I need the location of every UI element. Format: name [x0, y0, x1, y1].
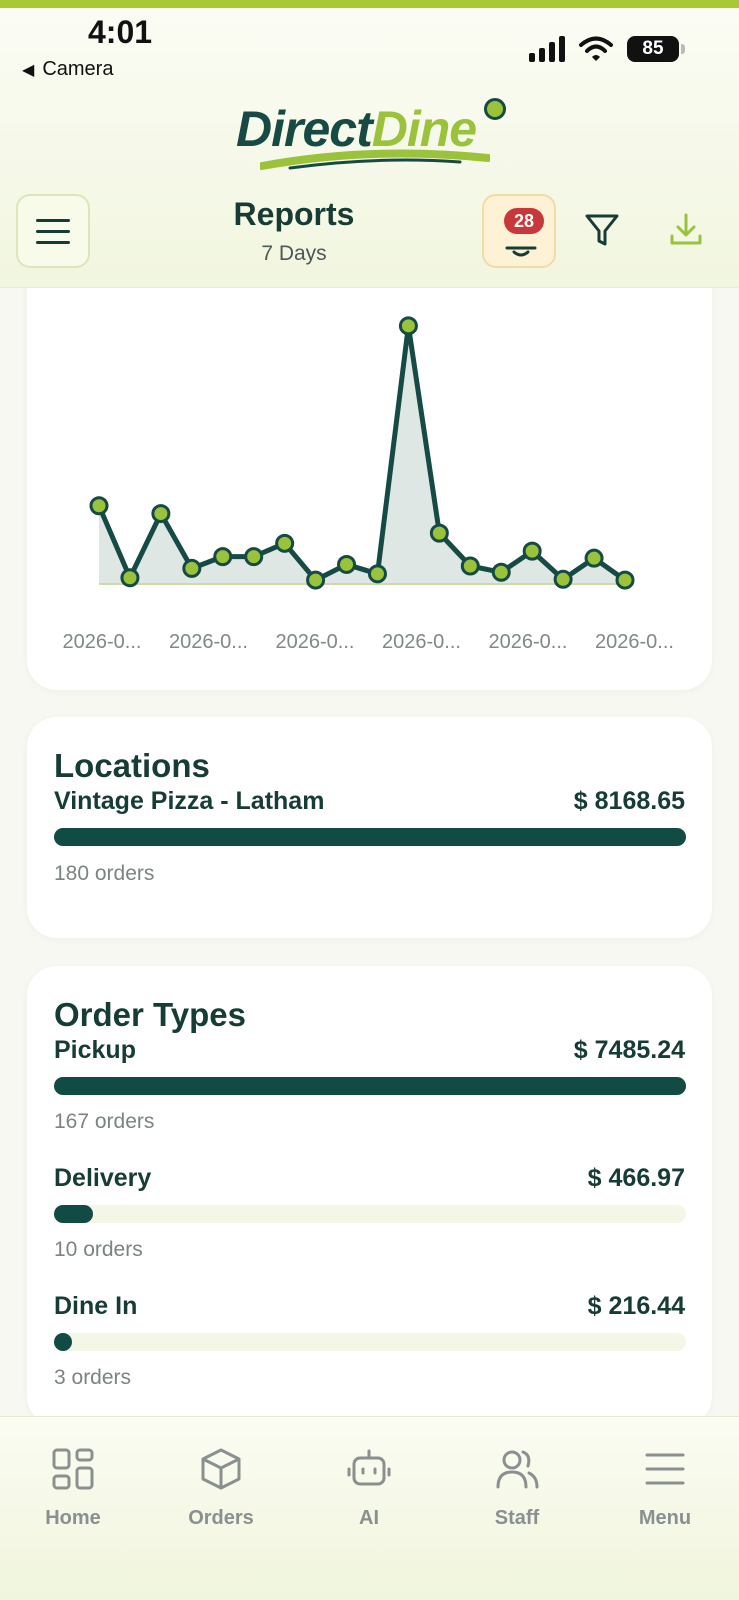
order-type-pickup-orders: 167 orders	[54, 1110, 155, 1133]
tab-menu-label: Menu	[638, 1507, 692, 1529]
location-amount: $ 8168.65	[573, 787, 685, 815]
x-tick-label: 2026-0...	[489, 631, 568, 653]
logo-swoosh	[260, 149, 490, 170]
x-tick-label: 2026-0...	[169, 631, 248, 653]
logo-dine-text: Dine	[371, 101, 477, 157]
box-icon	[201, 1448, 241, 1490]
users-icon	[496, 1450, 539, 1489]
tab-orders[interactable]: Orders	[161, 1447, 281, 1530]
tab-home-label: Home	[45, 1507, 101, 1529]
directdine-logo: DirectDine	[236, 96, 516, 176]
logo-direct-text: Direct	[236, 101, 373, 157]
order-types-title: Order Types	[54, 996, 246, 1033]
chart-point[interactable]	[213, 547, 233, 567]
signal-icon	[529, 36, 565, 62]
notification-count-badge: 28	[504, 208, 544, 234]
location-order-count: 180 orders	[54, 862, 155, 885]
chart-point[interactable]	[151, 504, 171, 524]
order-type-dinein-orders: 3 orders	[54, 1366, 132, 1389]
location-share-fill	[54, 828, 686, 846]
chart-point[interactable]	[182, 558, 202, 578]
chart-point[interactable]	[306, 570, 326, 590]
location-share-bar	[54, 828, 686, 846]
chart-point[interactable]	[460, 556, 480, 576]
order-types-card: Order Types Pickup $ 7485.24 167 orders …	[27, 966, 712, 1426]
order-type-delivery-fill	[54, 1205, 94, 1223]
logo-dot	[484, 98, 506, 120]
download-icon[interactable]	[668, 212, 704, 248]
order-type-delivery-amount: $ 466.97	[587, 1164, 685, 1192]
chart-area-fill	[99, 325, 625, 584]
filter-icon[interactable]	[584, 212, 620, 248]
order-type-dinein-bar	[54, 1333, 686, 1351]
battery-indicator: 85	[627, 36, 685, 62]
order-type-delivery-orders: 10 orders	[54, 1238, 143, 1261]
order-type-delivery-bar	[54, 1205, 686, 1223]
chart-point[interactable]	[89, 496, 109, 516]
back-label: Camera	[42, 58, 114, 80]
chart-point[interactable]	[584, 548, 604, 568]
bottom-tab-bar: Home Orders AI Staff Menu	[0, 1416, 739, 1600]
menu-lines-icon	[645, 1453, 685, 1485]
locations-card: Locations Vintage Pizza - Latham $ 8168.…	[27, 717, 712, 938]
order-type-dinein-label: Dine In	[54, 1292, 138, 1320]
x-tick-label: 2026-0...	[595, 631, 674, 653]
tab-staff-label: Staff	[494, 1507, 540, 1529]
order-type-dinein-amount: $ 216.44	[587, 1292, 685, 1320]
location-name: Vintage Pizza - Latham	[54, 787, 325, 815]
page-title: Reports	[233, 196, 355, 232]
chart-point[interactable]	[615, 570, 635, 590]
tab-orders-label: Orders	[188, 1507, 254, 1529]
order-type-delivery-label: Delivery	[54, 1164, 152, 1192]
chart-point[interactable]	[120, 568, 140, 588]
order-type-pickup-label: Pickup	[54, 1036, 136, 1064]
back-triangle-icon: ◀	[22, 61, 35, 79]
status-icons: 85	[529, 36, 685, 62]
chart-series-line	[96, 323, 627, 583]
x-tick-label: 2026-0...	[63, 631, 142, 653]
date-range-label[interactable]: 7 Days	[261, 242, 327, 265]
top-accent-stripe	[0, 0, 739, 8]
chart-point[interactable]	[522, 541, 542, 561]
locations-title: Locations	[54, 747, 210, 784]
chart-point[interactable]	[275, 533, 295, 553]
header-background	[0, 8, 739, 288]
chart-point[interactable]	[244, 547, 264, 567]
tab-ai-label: AI	[359, 1507, 379, 1529]
x-tick-label: 2026-0...	[276, 631, 355, 653]
sales-area-chart: 2026-0... 2026-0... 2026-0... 2026-0... 2026…	[63, 316, 674, 653]
robot-icon	[347, 1449, 391, 1486]
bell-icon	[505, 246, 537, 257]
x-tick-label: 2026-0...	[382, 631, 461, 653]
sales-chart-card: 2026-0... 2026-0... 2026-0... 2026-0... 2026…	[27, 230, 712, 690]
order-type-pickup-amount: $ 7485.24	[573, 1036, 685, 1064]
tab-home[interactable]: Home	[13, 1447, 133, 1530]
tab-menu[interactable]: Menu	[605, 1447, 725, 1530]
chart-point[interactable]	[398, 316, 418, 336]
notifications-button[interactable]: 28	[482, 194, 556, 268]
order-type-pickup-bar	[54, 1077, 686, 1095]
chart-point[interactable]	[491, 562, 511, 582]
hamburger-line	[36, 218, 70, 222]
wifi-icon	[579, 36, 613, 61]
home-grid-icon	[52, 1448, 94, 1490]
tab-staff[interactable]: Staff	[457, 1447, 577, 1530]
chart-point[interactable]	[367, 564, 387, 584]
hamburger-menu-button[interactable]	[16, 194, 90, 268]
chart-point[interactable]	[429, 523, 449, 543]
status-time: 4:01	[88, 14, 153, 50]
hamburger-line	[36, 240, 70, 244]
chart-point[interactable]	[337, 554, 357, 574]
chart-point[interactable]	[553, 569, 573, 589]
order-type-dinein-fill	[54, 1333, 73, 1351]
hamburger-line	[36, 229, 70, 233]
tab-ai[interactable]: AI	[309, 1447, 429, 1530]
back-to-camera-link[interactable]: ◀ Camera	[22, 58, 113, 81]
order-type-pickup-fill	[54, 1077, 686, 1095]
